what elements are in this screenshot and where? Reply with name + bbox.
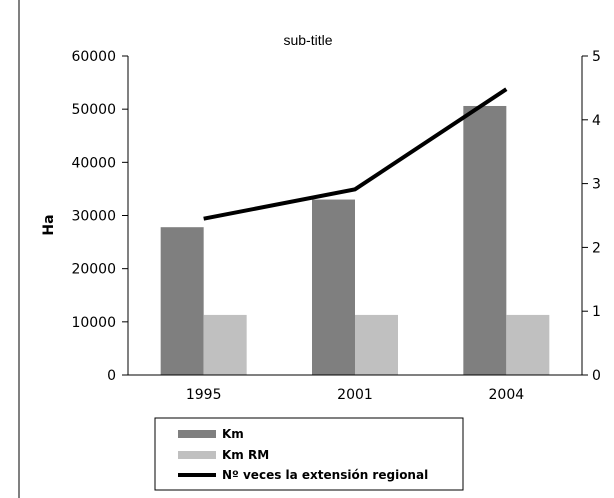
y-tick-label-left: 20000 [71, 262, 116, 278]
plot-area: 0 10000 20000 30000 40000 50000 60000 0 1 2 3 4 5 199… [71, 49, 601, 403]
chart-subtitle: sub-title [283, 32, 332, 48]
x-tick-label: 1995 [186, 387, 222, 403]
y-tick-label-left: 30000 [71, 209, 116, 225]
legend-label-ratio: Nº veces la extensión regional [222, 468, 428, 482]
bar-km-rm [506, 314, 550, 375]
bar-km [160, 227, 204, 375]
y-tick-label-right: 3 [592, 177, 601, 193]
series-line-ratio [203, 87, 508, 221]
y-tick-label-left: 10000 [71, 315, 116, 331]
y-tick-label-left: 50000 [71, 102, 116, 118]
x-tick-label: 2004 [489, 387, 525, 403]
y-axis-label: Ha [41, 214, 57, 235]
bar-km [463, 105, 507, 375]
legend-swatch-km-rm [178, 451, 216, 459]
bar-km [312, 199, 355, 375]
y-tick-label-right: 5 [592, 49, 601, 65]
y-tick-label-right: 0 [592, 368, 601, 384]
y-tick-label-right: 2 [592, 240, 601, 256]
legend: Km Km RM Nº veces la extensión regional [154, 417, 464, 491]
bar-km-rm [203, 314, 247, 375]
x-tick-label: 2001 [337, 387, 373, 403]
bar-km-rm [355, 314, 398, 375]
legend-label-km: Km [222, 427, 244, 441]
y-tick-label-left: 40000 [71, 155, 116, 171]
legend-swatch-km [178, 430, 216, 438]
y-tick-label-right: 4 [592, 113, 601, 129]
y-tick-label-right: 1 [592, 304, 601, 320]
y-tick-label-left: 0 [107, 368, 116, 384]
y-tick-label-left: 60000 [71, 49, 116, 65]
legend-label-km-rm: Km RM [222, 448, 269, 462]
